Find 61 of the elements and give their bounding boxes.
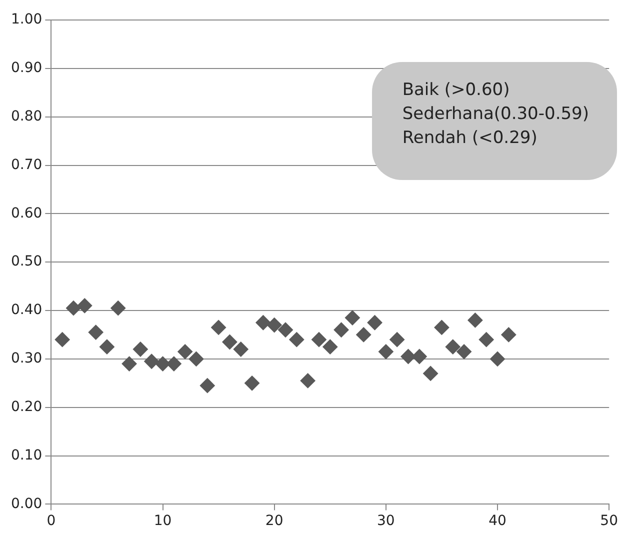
y-tick-label: 0.20 (11, 399, 42, 415)
y-tick-label: 0.00 (11, 496, 42, 512)
y-tick-label: 0.60 (11, 205, 42, 222)
x-tick-label: 50 (600, 513, 618, 530)
x-tick-label: 40 (488, 513, 506, 530)
x-tick-label: 0 (46, 513, 56, 530)
point (501, 327, 516, 342)
point (311, 332, 326, 348)
point (445, 339, 460, 354)
point (54, 332, 70, 348)
point (132, 342, 148, 357)
point (256, 315, 271, 330)
point (178, 344, 193, 360)
point (88, 324, 104, 340)
point (77, 298, 92, 314)
point (334, 322, 349, 338)
y-tick-label: 1.00 (11, 12, 42, 28)
point (478, 332, 494, 348)
y-tick-label: 0.30 (11, 350, 42, 367)
x-tick-label: 20 (265, 513, 284, 530)
y-tick-label: 0.10 (11, 447, 42, 464)
x-tick-label: 10 (154, 513, 172, 530)
point (434, 320, 450, 335)
point (222, 334, 238, 350)
point (166, 356, 182, 372)
point (356, 327, 372, 342)
point (378, 344, 394, 360)
point (423, 366, 438, 381)
point (233, 342, 248, 357)
point (456, 344, 472, 360)
point (244, 376, 260, 391)
point (367, 315, 382, 330)
point (490, 351, 506, 366)
y-tick-label: 0.50 (11, 254, 42, 270)
point (66, 300, 81, 316)
point (155, 356, 170, 372)
point (99, 339, 114, 354)
point (300, 373, 316, 388)
point (322, 339, 338, 354)
point (188, 351, 204, 366)
annotation: Sederhana(0.30-0.59) (402, 103, 589, 126)
point (289, 332, 304, 348)
annotation: Baik (>0.60) (402, 79, 511, 102)
point (344, 310, 360, 326)
point (390, 332, 405, 348)
note-box: Baik (>0.60) Sederhana(0.30-0.59) Rendah (<0.29) (372, 62, 617, 180)
point (200, 378, 215, 394)
point (266, 318, 282, 333)
point (211, 320, 226, 335)
y-tick-label: 0.40 (11, 302, 42, 318)
point (122, 356, 137, 372)
point (110, 300, 126, 316)
x-tick-label: 30 (377, 513, 395, 530)
y-tick-label: 0.70 (11, 156, 42, 173)
point (278, 322, 293, 338)
point (468, 312, 483, 328)
point (412, 349, 427, 364)
y-tick-label: 0.80 (11, 108, 42, 124)
annotation: Rendah (<0.29) (402, 127, 538, 150)
point (144, 354, 160, 369)
y-tick-label: 0.90 (11, 60, 42, 76)
